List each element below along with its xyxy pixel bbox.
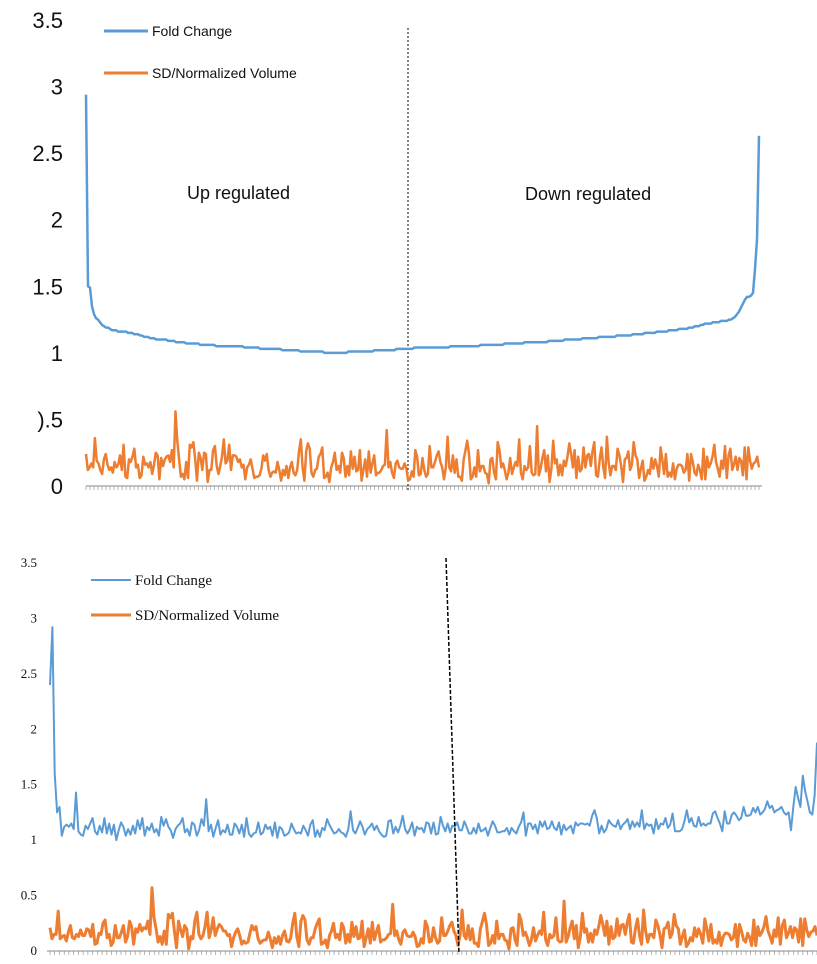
legend-label-fold-change: Fold Change — [135, 573, 212, 589]
y-tick-label: 2 — [51, 208, 63, 233]
y-tick-label: 0.5 — [21, 888, 37, 903]
chart-top: 0 ).5 1 1.5 2 2.5 3 3.5 Fold Change SD/Normaliz… — [32, 8, 762, 499]
annotation-up-regulated: Up regulated — [187, 183, 290, 203]
y-tick-label: 3 — [31, 610, 38, 625]
legend-label-sd: SD/Normalized Volume — [152, 65, 297, 81]
y-tick-label: 1.5 — [21, 777, 37, 792]
y-tick-label: 2 — [31, 721, 38, 736]
y-tick-label: 3 — [51, 75, 63, 100]
x-tick-marks — [49, 951, 817, 955]
chart-bottom: 0 0.5 1 1.5 2 2.5 3 3.5 Fold Change SD/Normaliz… — [21, 555, 817, 958]
sd-normalized-volume-line — [84, 410, 761, 485]
fold-change-line — [49, 626, 817, 842]
y-tick-label: 0 — [31, 943, 38, 958]
y-tick-label: 1 — [51, 341, 63, 366]
y-tick-label: 0 — [51, 474, 63, 499]
y-tick-label: 3.5 — [32, 8, 63, 33]
y-tick-label: ).5 — [37, 407, 63, 432]
y-tick-label: 2.5 — [21, 666, 37, 681]
y-tick-label: 2.5 — [32, 141, 63, 166]
annotation-down-regulated: Down regulated — [525, 184, 651, 204]
fold-change-line — [84, 94, 761, 355]
y-tick-label: 1 — [31, 832, 38, 847]
y-tick-label: 3.5 — [21, 555, 37, 570]
sd-normalized-volume-line — [48, 886, 817, 951]
legend-label-sd: SD/Normalized Volume — [135, 608, 279, 624]
x-tick-marks — [85, 486, 760, 490]
divider-line — [445, 557, 460, 955]
y-tick-label: 1.5 — [32, 274, 63, 299]
legend-label-fold-change: Fold Change — [152, 23, 232, 39]
